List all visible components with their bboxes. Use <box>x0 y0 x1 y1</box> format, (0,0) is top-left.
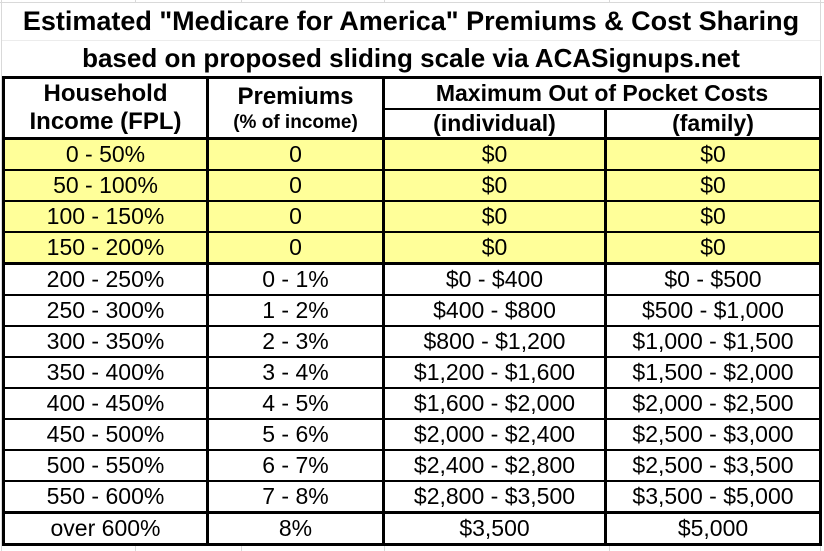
table-row: 200 - 250% 0 - 1% $0 - $400 $0 - $500 <box>2 262 822 296</box>
cell-income: 0 - 50% <box>2 137 209 171</box>
cell-premiums: 4 - 5% <box>206 387 385 420</box>
cell-family: $2,000 - $2,500 <box>604 387 822 420</box>
cell-premiums: 2 - 3% <box>206 325 385 358</box>
cell-premiums: 7 - 8% <box>206 480 385 514</box>
cell-family: $0 <box>604 137 822 171</box>
cell-income: 150 - 200% <box>2 231 209 265</box>
cell-individual: $0 <box>382 200 607 233</box>
cell-family: $1,000 - $1,500 <box>604 325 822 358</box>
header-max-out-of-pocket: Maximum Out of Pocket Costs <box>382 76 822 110</box>
spreadsheet-gridline <box>0 2 824 3</box>
cell-family: $2,500 - $3,500 <box>604 449 822 482</box>
cell-individual: $2,800 - $3,500 <box>382 480 607 514</box>
cell-individual: $0 <box>382 231 607 265</box>
cell-premiums: 0 - 1% <box>206 262 385 296</box>
table-row: 500 - 550% 6 - 7% $2,400 - $2,800 $2,500 - … <box>2 449 822 482</box>
cell-individual: $0 <box>382 137 607 171</box>
cell-family: $0 <box>604 200 822 233</box>
cell-income: over 600% <box>2 511 209 546</box>
title-line-2: based on proposed sliding scale via ACAS… <box>82 43 740 73</box>
cell-premiums: 5 - 6% <box>206 418 385 451</box>
cell-family: $1,500 - $2,000 <box>604 356 822 389</box>
cell-premiums: 0 <box>206 231 385 265</box>
cell-family: $0 - $500 <box>604 262 822 296</box>
table-row: 150 - 200% 0 $0 $0 <box>2 231 822 265</box>
table-row: over 600% 8% $3,500 $5,000 <box>2 511 822 546</box>
header-family: (family) <box>604 108 822 140</box>
premiums-table: Household Income (FPL) Premiums (% of in… <box>2 76 822 546</box>
table-row: 450 - 500% 5 - 6% $2,000 - $2,400 $2,500 - … <box>2 418 822 451</box>
cell-premiums: 0 <box>206 200 385 233</box>
table-row: 350 - 400% 3 - 4% $1,200 - $1,600 $1,500 - … <box>2 356 822 389</box>
header-household-income: Household Income (FPL) <box>2 76 209 140</box>
cell-individual: $1,600 - $2,000 <box>382 387 607 420</box>
cell-income: 400 - 450% <box>2 387 209 420</box>
cell-family: $2,500 - $3,000 <box>604 418 822 451</box>
table-row: 550 - 600% 7 - 8% $2,800 - $3,500 $3,500 - … <box>2 480 822 514</box>
cell-premiums: 0 <box>206 169 385 202</box>
table-row: 50 - 100% 0 $0 $0 <box>2 169 822 202</box>
header-premiums: Premiums (% of income) <box>206 76 385 140</box>
cell-individual: $0 <box>382 169 607 202</box>
table-row: 0 - 50% 0 $0 $0 <box>2 137 822 171</box>
cell-family: $0 <box>604 169 822 202</box>
cell-income: 450 - 500% <box>2 418 209 451</box>
table-row: 400 - 450% 4 - 5% $1,600 - $2,000 $2,000 - … <box>2 387 822 420</box>
cell-individual: $2,400 - $2,800 <box>382 449 607 482</box>
header-row-1: Household Income (FPL) Premiums (% of in… <box>2 76 822 140</box>
cell-premiums: 0 <box>206 137 385 171</box>
header-row-2: (individual) (family) <box>4 108 822 140</box>
cell-individual: $0 - $400 <box>382 262 607 296</box>
cell-income: 50 - 100% <box>2 169 209 202</box>
header-household-income-line2: Income (FPL) <box>29 108 182 135</box>
header-household-income-line1: Household <box>43 80 168 107</box>
table-body: 0 - 50% 0 $0 $0 50 - 100% 0 $0 $0 100 - 150% 0 $0 $… <box>2 137 822 546</box>
cell-income: 350 - 400% <box>2 356 209 389</box>
header-premiums-line2: (% of income) <box>233 111 358 133</box>
cell-income: 100 - 150% <box>2 200 209 233</box>
cell-income: 300 - 350% <box>2 325 209 358</box>
cell-income: 250 - 300% <box>2 294 209 327</box>
cell-individual: $3,500 <box>382 511 607 546</box>
table-row: 300 - 350% 2 - 3% $800 - $1,200 $1,000 - $1… <box>2 325 822 358</box>
cell-premiums: 3 - 4% <box>206 356 385 389</box>
cell-family: $3,500 - $5,000 <box>604 480 822 514</box>
spreadsheet-area: Estimated "Medicare for America" Premium… <box>2 3 822 546</box>
cell-individual: $800 - $1,200 <box>382 325 607 358</box>
cell-premiums: 1 - 2% <box>206 294 385 327</box>
table-header: Household Income (FPL) Premiums (% of in… <box>2 76 822 140</box>
cell-family: $5,000 <box>604 511 822 546</box>
table-row: 100 - 150% 0 $0 $0 <box>2 200 822 233</box>
table-row: 250 - 300% 1 - 2% $400 - $800 $500 - $1,000 <box>2 294 822 327</box>
header-individual: (individual) <box>382 108 607 140</box>
cell-family: $500 - $1,000 <box>604 294 822 327</box>
cell-premiums: 6 - 7% <box>206 449 385 482</box>
cell-premiums: 8% <box>206 511 385 546</box>
cell-income: 550 - 600% <box>2 480 209 514</box>
title-line-1: Estimated "Medicare for America" Premium… <box>2 3 820 41</box>
spreadsheet-gridline <box>1 0 2 551</box>
cell-family: $0 <box>604 231 822 265</box>
header-premiums-line1: Premiums <box>237 82 354 110</box>
cell-income: 200 - 250% <box>2 262 209 296</box>
cell-individual: $2,000 - $2,400 <box>382 418 607 451</box>
cell-individual: $400 - $800 <box>382 294 607 327</box>
cell-individual: $1,200 - $1,600 <box>382 356 607 389</box>
cell-income: 500 - 550% <box>2 449 209 482</box>
